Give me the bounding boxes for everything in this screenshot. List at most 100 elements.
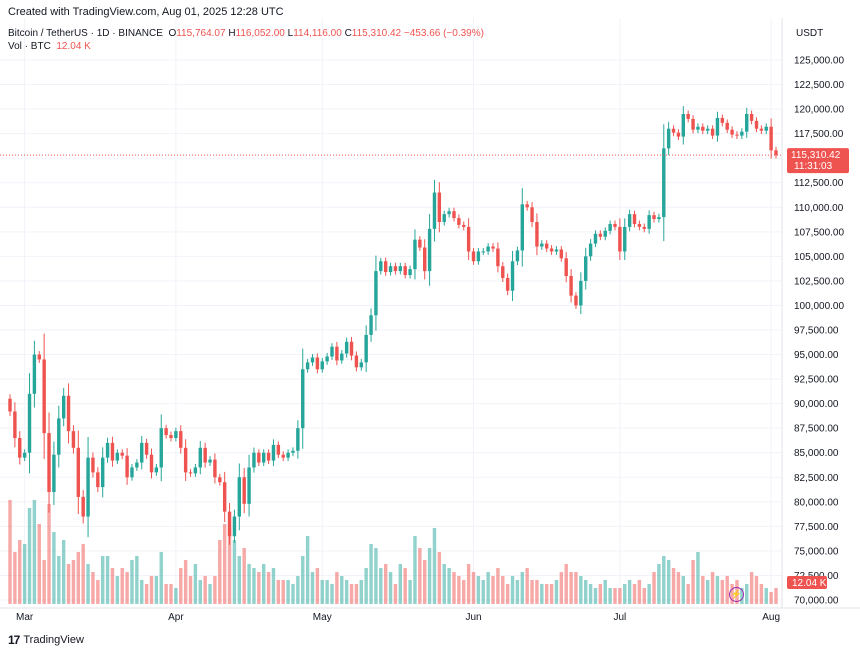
volume-legend[interactable]: Vol · BTC 12.04 K [8, 41, 91, 52]
candle [340, 350, 344, 364]
price-tick-label: 82,500.00 [794, 473, 839, 484]
volume-bar [340, 576, 344, 604]
candle-body [423, 247, 427, 272]
price-tick-label: 110,000.00 [794, 203, 844, 214]
volume-bar [218, 540, 222, 604]
candle [627, 209, 632, 232]
candle-body [437, 192, 442, 222]
candle-body [13, 411, 17, 438]
volume-bar [169, 584, 173, 604]
volume-bar [174, 588, 178, 604]
price-axis[interactable]: 125,000.00 122,500.00 120,000.00 117,500.00… [794, 56, 844, 607]
candle [662, 124, 666, 242]
candle-body [252, 452, 256, 468]
candle-body [691, 118, 695, 130]
candle [647, 210, 651, 234]
candle [632, 210, 637, 228]
volume-value: 12.04 K [56, 41, 91, 52]
candle-body [188, 472, 193, 474]
lightning-icon[interactable]: ⚡ [729, 587, 744, 602]
candle [701, 123, 705, 135]
candle [584, 247, 588, 290]
candle-body [359, 362, 363, 368]
price-tick-label: 122,500.00 [794, 80, 844, 91]
candle [252, 447, 256, 473]
candle [398, 262, 403, 275]
candle-body [666, 128, 671, 149]
candle-body [540, 243, 544, 247]
candle [335, 341, 339, 366]
candle-body [749, 114, 754, 121]
time-tick-label: Jul [613, 612, 626, 623]
time-axis[interactable]: Mar Apr May Jun Jul Aug [16, 612, 780, 623]
candle-body [320, 361, 324, 370]
candle-body [301, 369, 305, 429]
candle-body [462, 224, 466, 227]
candle [164, 424, 168, 439]
candle-body [81, 496, 85, 517]
candle-body [608, 223, 612, 231]
candle [57, 405, 61, 468]
candle-body [257, 452, 261, 463]
volume-bar [57, 556, 61, 604]
candle-body [388, 266, 393, 273]
volume-bar [276, 580, 281, 604]
candle [642, 223, 646, 233]
price-tick-label: 117,500.00 [794, 129, 844, 140]
candle [208, 456, 212, 466]
volume-bar [71, 560, 76, 604]
candle [310, 354, 315, 366]
candle-body [164, 428, 168, 436]
candle-body [491, 246, 495, 249]
tradingview-logo-icon: 17 [8, 633, 20, 647]
candle [296, 420, 300, 459]
candle [61, 387, 66, 427]
candle-body [535, 222, 539, 247]
candle-body [710, 128, 715, 136]
candle [315, 353, 320, 374]
candle [418, 236, 422, 251]
volume-bar [627, 580, 632, 604]
volume-bar [676, 572, 681, 604]
candle-body [740, 131, 744, 136]
volume-bar [105, 556, 110, 604]
candle [325, 353, 329, 365]
candle-body [671, 128, 676, 133]
candle-body [549, 248, 554, 252]
volume-bar [466, 564, 471, 604]
candle-body [559, 249, 564, 259]
candle-body [8, 398, 12, 412]
candle [130, 464, 134, 481]
candle [652, 211, 656, 223]
candle-body [213, 459, 217, 478]
currency-label[interactable]: USDT [796, 28, 824, 39]
candle-body [662, 148, 666, 218]
candle-body [447, 211, 451, 215]
volume-bar [705, 580, 710, 604]
volume-bar [510, 576, 515, 604]
candle-body [261, 452, 266, 463]
ohlc-legend[interactable]: Bitcoin / TetherUS · 1D · BINANCE O115,7… [8, 28, 484, 39]
volume-bar [232, 540, 237, 604]
candle [515, 246, 520, 266]
candle-body [296, 428, 300, 451]
candle [618, 218, 622, 261]
candle [96, 467, 100, 493]
candle [496, 242, 500, 273]
volume-bar [471, 572, 476, 604]
candle [159, 414, 163, 482]
volume-bar [452, 572, 456, 604]
volume-bar [535, 580, 539, 604]
volume-bar [179, 568, 183, 604]
symbol-name[interactable]: Bitcoin / TetherUS · 1D · BINANCE [8, 28, 163, 39]
volume-bar [120, 568, 124, 604]
candle [593, 230, 598, 248]
volume-bar [52, 532, 56, 604]
volume-bar [344, 580, 349, 604]
volume-bar [715, 576, 720, 604]
candle-body [486, 246, 490, 252]
volume-bar [569, 572, 573, 604]
candle-body [466, 226, 471, 252]
candle-body [100, 457, 105, 488]
